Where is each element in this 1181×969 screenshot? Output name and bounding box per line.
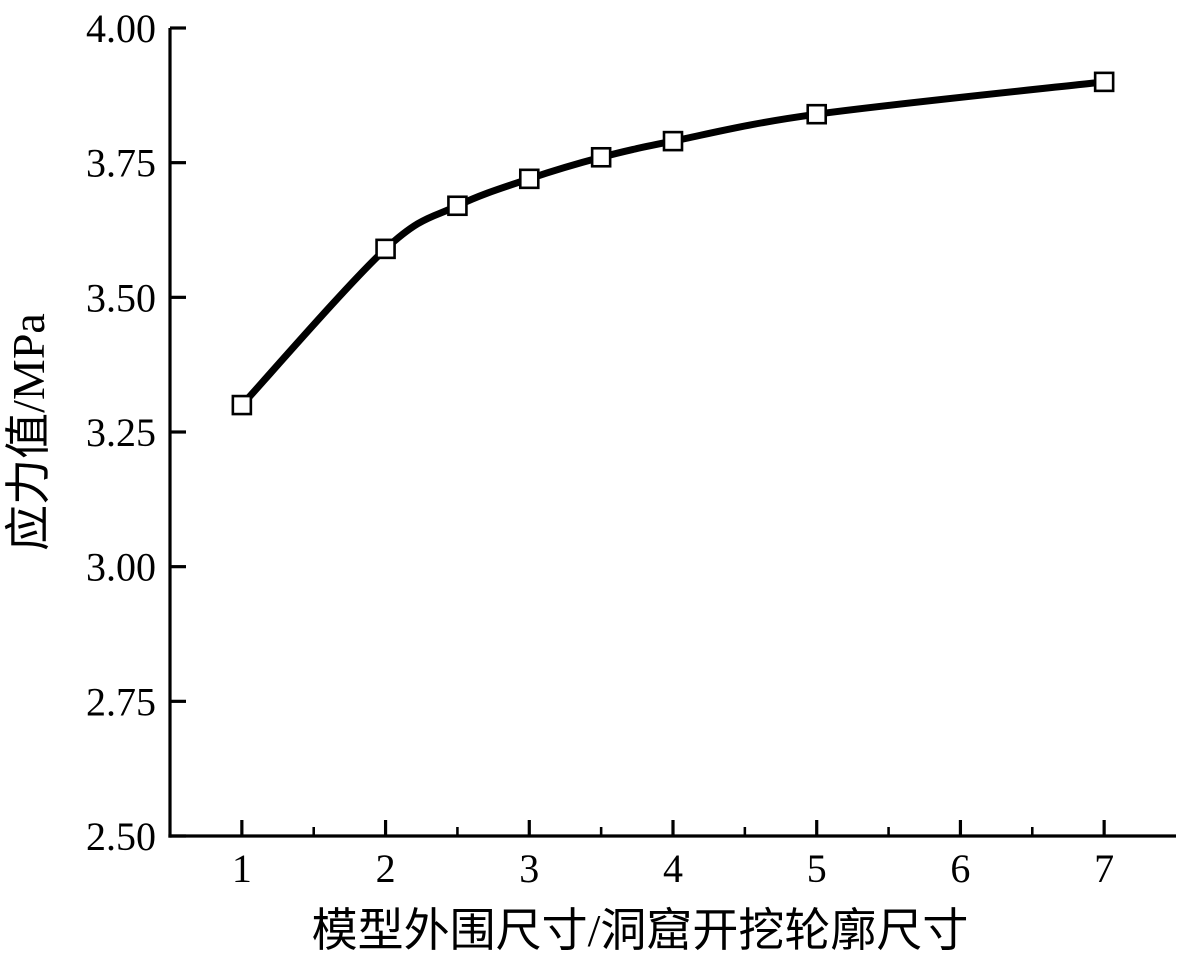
- x-axis-label: 模型外围尺寸/洞窟开挖轮廓尺寸: [312, 905, 969, 956]
- x-tick-label: 3: [519, 846, 539, 891]
- y-tick-label: 3.75: [86, 141, 156, 186]
- y-tick-label: 3.00: [86, 545, 156, 590]
- x-tick-label: 7: [1094, 846, 1114, 891]
- x-tick-label: 1: [232, 846, 252, 891]
- data-point-marker: [806, 103, 828, 125]
- data-point-marker: [590, 146, 612, 168]
- y-tick-label: 3.50: [86, 275, 156, 320]
- x-tick-label: 4: [663, 846, 683, 891]
- x-tick-label: 2: [376, 846, 396, 891]
- y-tick-label: 4.00: [86, 6, 156, 51]
- y-axis-label: 应力值/MPa: [3, 313, 54, 551]
- data-point-marker: [1093, 71, 1115, 93]
- data-point-marker: [231, 394, 253, 416]
- y-tick-label: 2.50: [86, 814, 156, 859]
- data-point-marker: [375, 238, 396, 260]
- y-tick-label: 2.75: [86, 679, 156, 724]
- tick-marks: [170, 26, 1106, 838]
- data-point-marker: [518, 168, 540, 190]
- x-tick-label: 6: [950, 846, 970, 891]
- data-series: [231, 71, 1115, 416]
- x-tick-label: 5: [807, 846, 827, 891]
- data-point-marker: [662, 130, 684, 152]
- data-point-marker: [447, 195, 468, 217]
- y-tick-label: 3.25: [86, 410, 156, 455]
- series-line: [238, 78, 1108, 409]
- tick-labels: 2.50 2.75 3.00 3.25 3.50 3.75 4.00 1 2 3 4 5 6 7: [86, 6, 1114, 891]
